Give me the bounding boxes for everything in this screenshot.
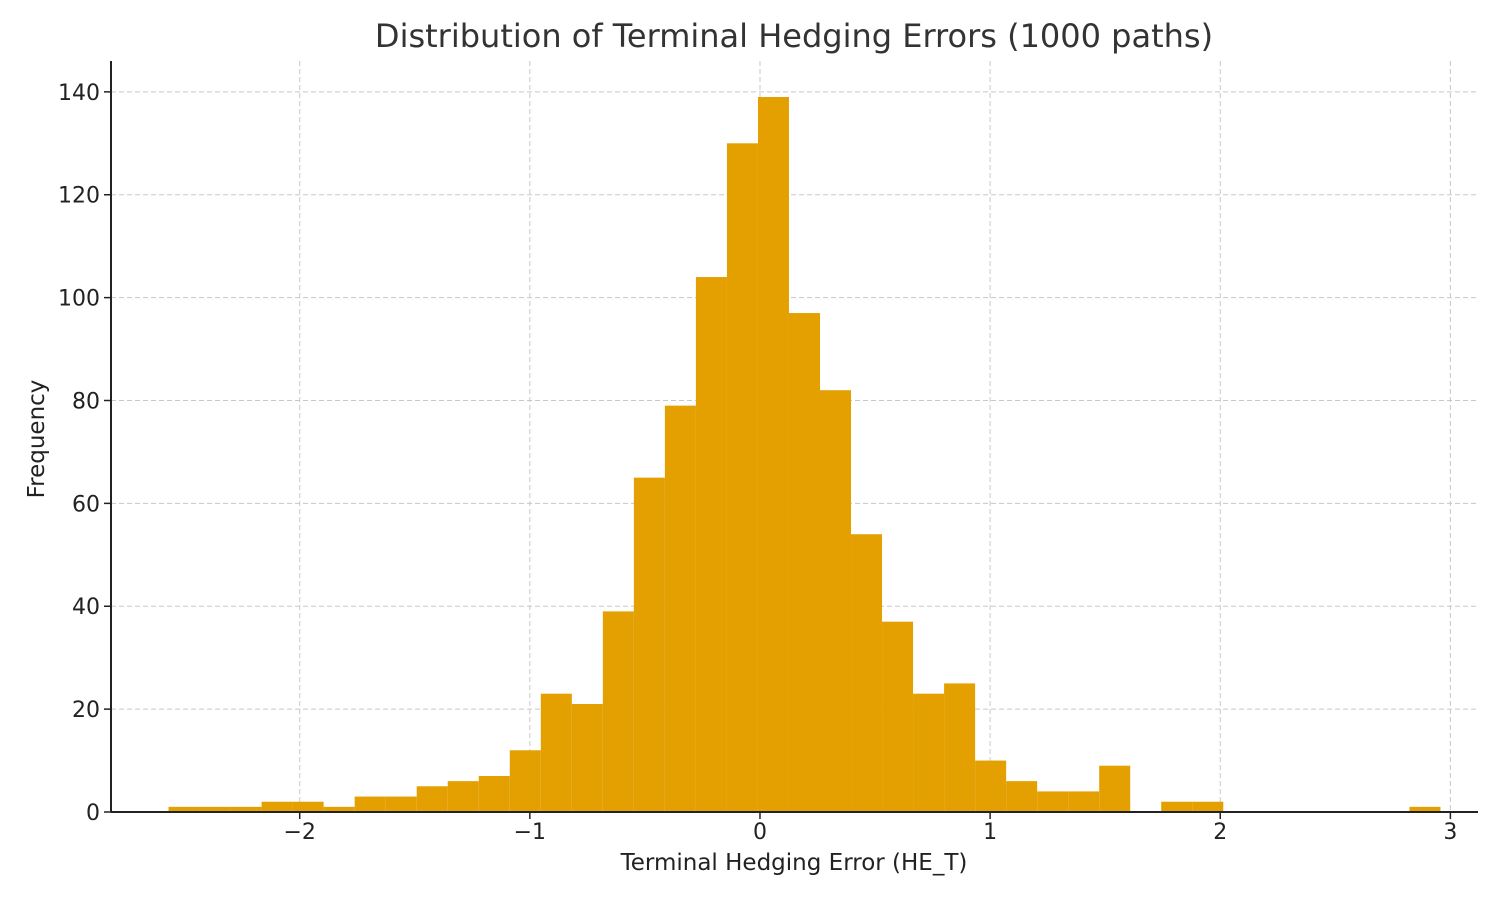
y-axis-label: Frequency [24, 380, 50, 499]
x-tick-label: 0 [753, 820, 767, 845]
histogram-bar [851, 534, 883, 812]
y-tick-label: 0 [86, 801, 100, 826]
histogram-bar [602, 611, 634, 812]
histogram-bar [478, 775, 510, 812]
histogram-bar [540, 693, 572, 812]
histogram-bar [168, 806, 200, 812]
axes [110, 61, 1478, 813]
histogram-bar [633, 477, 665, 812]
histogram-bar [416, 786, 448, 812]
histogram-bar [1006, 781, 1038, 812]
histogram-bar [571, 703, 603, 812]
histogram-bar [199, 806, 231, 812]
histogram-bar [447, 781, 479, 812]
x-tick-label: −1 [514, 820, 546, 845]
x-axis-label: Terminal Hedging Error (HE_T) [620, 850, 968, 876]
y-tick-label: 120 [58, 184, 100, 209]
histogram-bar [695, 277, 727, 812]
y-tick-label: 60 [72, 492, 100, 517]
chart-title: Distribution of Terminal Hedging Errors … [375, 17, 1213, 55]
histogram-bar [757, 97, 789, 813]
histogram-bar [1409, 806, 1441, 812]
y-tick-label: 140 [58, 81, 100, 106]
histogram-bar [1192, 801, 1224, 812]
histogram-bar [664, 405, 696, 812]
histogram-bar [1037, 791, 1069, 812]
histogram-bar [726, 143, 758, 812]
x-tick-label: 3 [1443, 820, 1457, 845]
histogram-bar [819, 390, 852, 812]
histogram-bar [230, 806, 262, 812]
histogram-bar [1068, 791, 1100, 812]
y-tick-label: 80 [72, 389, 100, 414]
histogram-bar [261, 801, 293, 812]
y-tick-label: 100 [58, 287, 100, 312]
bars [168, 97, 1441, 813]
y-tick-label: 20 [72, 698, 100, 723]
histogram-bar [1099, 765, 1131, 812]
histogram-bar [292, 801, 324, 812]
x-tick-label: −2 [283, 820, 315, 845]
histogram-bar [788, 313, 820, 812]
x-tick-label: 2 [1213, 820, 1227, 845]
x-tick-label: 1 [983, 820, 997, 845]
histogram-bar [913, 693, 945, 812]
histogram-bar [975, 760, 1007, 812]
histogram-bar [1161, 801, 1193, 812]
histogram-bar [509, 750, 541, 812]
histogram-bar [323, 806, 355, 812]
histogram-bar [944, 683, 976, 812]
histogram-bar [354, 796, 386, 812]
ticks: −2 −1 0 1 2 3 0 20 40 60 80 100 120 140 [58, 81, 1457, 845]
histogram-bar [882, 621, 914, 812]
histogram-bar [385, 796, 417, 812]
y-tick-label: 40 [72, 595, 100, 620]
